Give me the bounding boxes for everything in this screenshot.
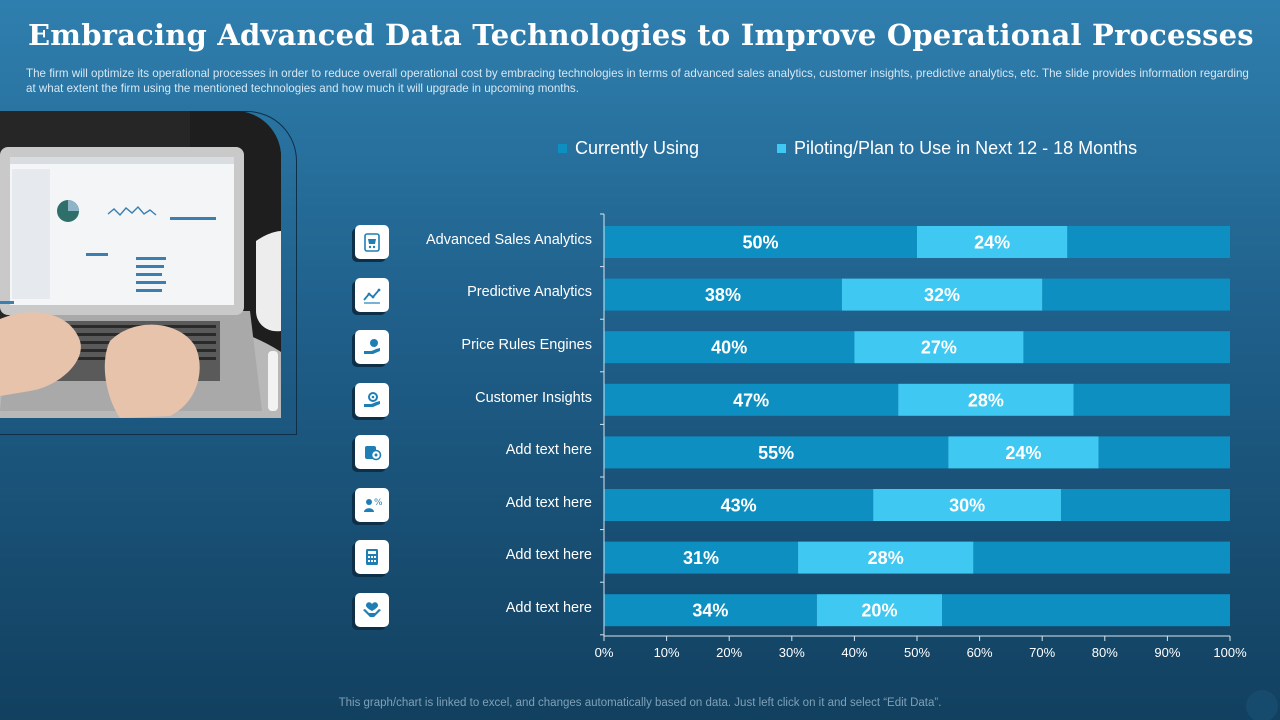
x-tick-label: 80%: [1092, 645, 1118, 660]
data-label-piloting: 28%: [868, 548, 904, 568]
category-label: Customer Insights: [475, 390, 592, 406]
bar-piloting: [873, 489, 1061, 521]
data-label-piloting: 30%: [949, 496, 985, 516]
bar-remainder: [1067, 226, 1230, 258]
bar-piloting: [898, 383, 1074, 416]
bar-currently-using: [604, 594, 817, 627]
bar-remainder: [942, 594, 1230, 627]
data-label-currently-using: 43%: [721, 496, 757, 516]
bar-remainder: [973, 541, 1230, 574]
category-label: Price Rules Engines: [461, 337, 592, 353]
bar-piloting: [948, 436, 1099, 469]
x-tick-label: 0%: [595, 645, 614, 660]
bar-currently-using: [604, 383, 899, 416]
bar-piloting: [917, 226, 1068, 258]
corner-decoration: [1246, 690, 1278, 720]
bar-remainder: [1023, 331, 1230, 364]
data-label-currently-using: 34%: [692, 601, 728, 621]
bar-currently-using: [604, 226, 917, 258]
data-label-currently-using: 50%: [742, 233, 778, 253]
data-label-currently-using: 38%: [705, 285, 741, 305]
page-description: The firm will optimize its operational p…: [26, 67, 1249, 95]
legend-item-piloting: Piloting/Plan to Use in Next 12 - 18 Mon…: [777, 138, 1137, 159]
data-label-currently-using: 55%: [758, 443, 794, 463]
bar-piloting: [854, 331, 1024, 364]
bar-currently-using: [604, 489, 874, 521]
hand-heart-icon: [355, 593, 389, 627]
data-label-piloting: 32%: [924, 285, 960, 305]
data-label-piloting: 28%: [968, 390, 1004, 410]
bar-piloting: [816, 594, 943, 627]
legend-swatch-currently-using: [558, 144, 567, 153]
cart-icon: [355, 225, 389, 259]
percent-people-icon: %: [355, 488, 389, 522]
bar-remainder: [1073, 383, 1230, 416]
laptop-photo: [0, 111, 281, 418]
data-label-currently-using: 31%: [683, 548, 719, 568]
category-label: Advanced Sales Analytics: [425, 232, 592, 248]
legend-label-currently-using: Currently Using: [575, 138, 700, 158]
bar-remainder: [1060, 489, 1230, 521]
x-tick-label: 90%: [1154, 645, 1180, 660]
data-label-piloting: 24%: [1005, 443, 1041, 463]
x-tick-label: 100%: [1213, 645, 1247, 660]
category-label: Add text here: [505, 547, 592, 563]
bar-currently-using: [604, 541, 799, 574]
category-label: Add text here: [505, 495, 592, 511]
bar-currently-using: [604, 331, 855, 364]
bar-remainder: [1098, 436, 1230, 469]
bar-remainder: [1042, 278, 1230, 311]
line-chart-icon: [355, 278, 389, 312]
category-label: Add text here: [505, 442, 592, 458]
target-icon: [355, 435, 389, 469]
bar-piloting: [841, 278, 1043, 311]
data-label-currently-using: 40%: [711, 338, 747, 358]
calculator-icon: [355, 540, 389, 574]
data-label-piloting: 20%: [861, 601, 897, 621]
x-tick-label: 20%: [716, 645, 742, 660]
hand-coin-icon: [355, 330, 389, 364]
x-tick-label: 70%: [1029, 645, 1055, 660]
bar-piloting: [798, 541, 974, 574]
footer-note: This graph/chart is linked to excel, and…: [338, 697, 942, 709]
category-label: Predictive Analytics: [467, 284, 592, 300]
svg-text:%: %: [374, 498, 383, 508]
data-label-currently-using: 47%: [733, 390, 769, 410]
data-label-piloting: 24%: [974, 233, 1010, 253]
x-tick-label: 50%: [904, 645, 930, 660]
bar-currently-using: [604, 436, 949, 469]
category-label: Add text here: [505, 600, 592, 616]
x-tick-label: 30%: [779, 645, 805, 660]
x-tick-label: 60%: [967, 645, 993, 660]
hand-gear-icon: [355, 383, 389, 417]
data-label-piloting: 27%: [921, 338, 957, 358]
legend-item-currently-using: Currently Using: [558, 138, 699, 159]
legend-swatch-piloting: [777, 144, 786, 153]
page-title: Embracing Advanced Data Technologies to …: [28, 18, 1254, 52]
x-tick-label: 40%: [841, 645, 867, 660]
bar-currently-using: [604, 278, 842, 311]
legend-label-piloting: Piloting/Plan to Use in Next 12 - 18 Mon…: [794, 138, 1138, 158]
x-tick-label: 10%: [654, 645, 680, 660]
